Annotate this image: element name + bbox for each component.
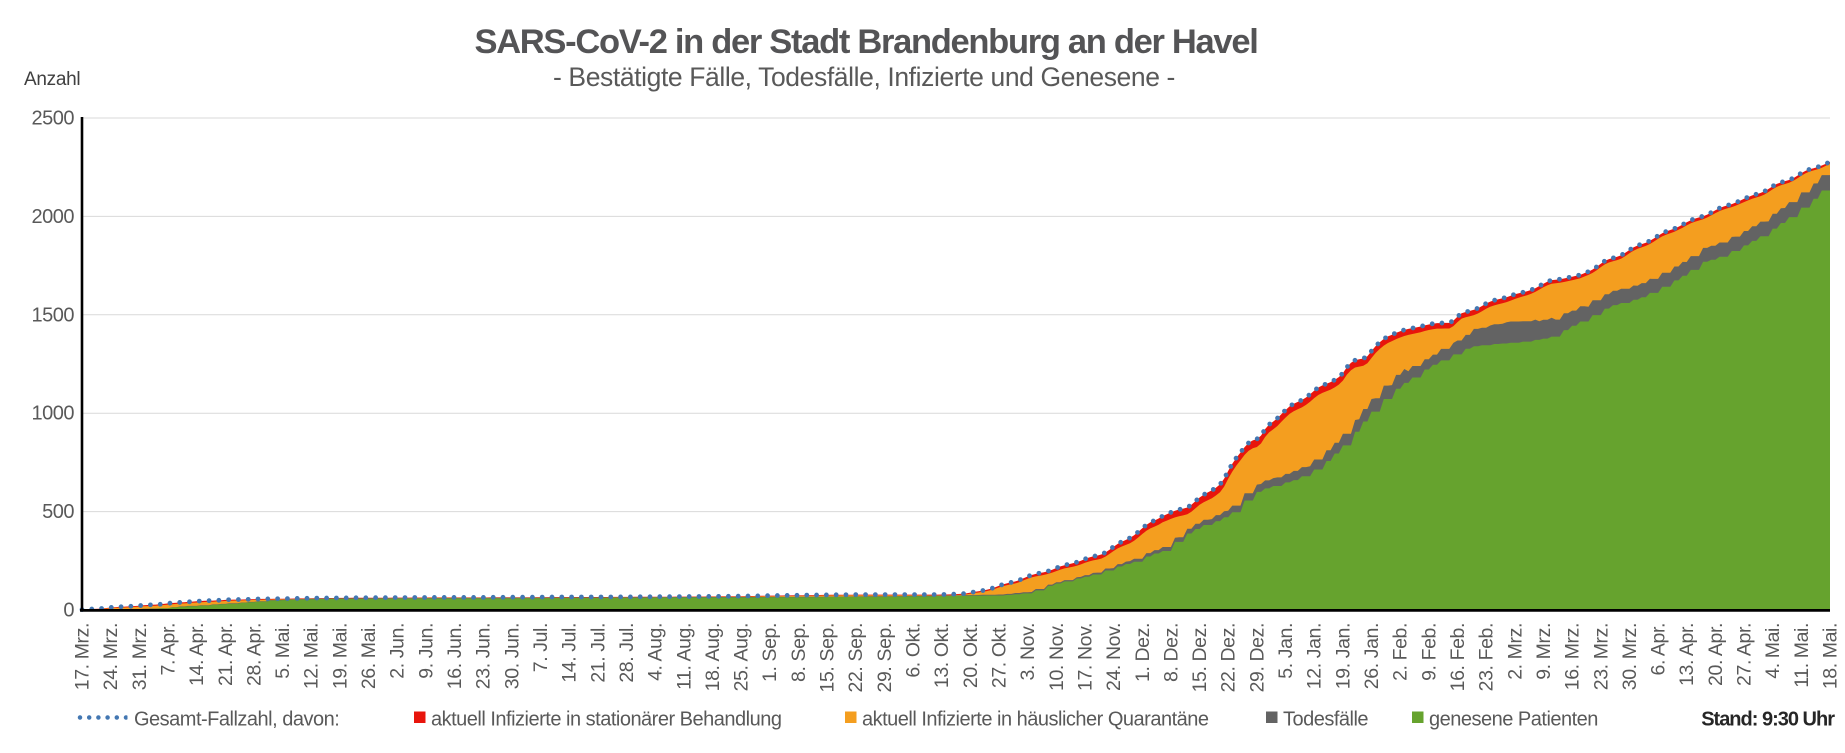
svg-text:10. Nov.: 10. Nov. xyxy=(1046,623,1068,691)
svg-text:14. Apr.: 14. Apr. xyxy=(186,623,208,686)
svg-text:2. Feb.: 2. Feb. xyxy=(1390,623,1412,681)
svg-text:3. Nov.: 3. Nov. xyxy=(1017,623,1039,681)
svg-text:11. Aug.: 11. Aug. xyxy=(673,623,695,690)
svg-text:20. Okt.: 20. Okt. xyxy=(960,623,982,688)
svg-text:5. Mai.: 5. Mai. xyxy=(272,623,294,679)
svg-text:15. Dez.: 15. Dez. xyxy=(1189,623,1211,692)
svg-text:28. Apr.: 28. Apr. xyxy=(243,623,265,686)
svg-text:9. Mrz.: 9. Mrz. xyxy=(1533,623,1555,680)
svg-text:8. Sep.: 8. Sep. xyxy=(788,623,810,682)
svg-text:SARS-CoV-2 in der Stadt Brande: SARS-CoV-2 in der Stadt Brandenburg an d… xyxy=(474,23,1257,61)
svg-text:7. Apr.: 7. Apr. xyxy=(158,623,180,676)
svg-text:16. Jun.: 16. Jun. xyxy=(444,623,466,689)
svg-text:2000: 2000 xyxy=(32,206,75,228)
svg-text:16. Feb.: 16. Feb. xyxy=(1447,623,1469,691)
svg-text:30. Jun.: 30. Jun. xyxy=(501,623,523,689)
svg-text:24. Mrz.: 24. Mrz. xyxy=(100,623,122,690)
svg-text:9. Feb.: 9. Feb. xyxy=(1418,623,1440,681)
svg-text:6. Apr.: 6. Apr. xyxy=(1648,623,1670,676)
svg-text:1000: 1000 xyxy=(32,403,75,425)
svg-text:12. Mai.: 12. Mai. xyxy=(301,623,323,689)
svg-text:1. Sep.: 1. Sep. xyxy=(759,623,781,682)
svg-text:7. Jul.: 7. Jul. xyxy=(530,623,552,672)
svg-text:6. Okt.: 6. Okt. xyxy=(903,623,925,678)
svg-text:1. Dez.: 1. Dez. xyxy=(1132,623,1154,682)
svg-text:0: 0 xyxy=(63,600,74,622)
svg-text:2. Mrz.: 2. Mrz. xyxy=(1504,623,1526,680)
svg-text:9. Jun.: 9. Jun. xyxy=(415,623,437,679)
svg-text:27. Apr.: 27. Apr. xyxy=(1734,623,1756,686)
svg-text:aktuell Infizierte in häuslich: aktuell Infizierte in häuslicher Quarant… xyxy=(862,709,1209,731)
svg-text:22. Dez.: 22. Dez. xyxy=(1218,623,1240,692)
svg-text:8. Dez.: 8. Dez. xyxy=(1160,623,1182,682)
svg-text:30. Mrz.: 30. Mrz. xyxy=(1619,623,1641,690)
svg-text:18. Aug.: 18. Aug. xyxy=(702,623,724,691)
svg-text:23. Jun.: 23. Jun. xyxy=(473,623,495,689)
svg-text:29. Sep.: 29. Sep. xyxy=(874,623,896,692)
svg-text:31. Mrz.: 31. Mrz. xyxy=(129,623,151,690)
svg-text:14. Jul.: 14. Jul. xyxy=(559,623,581,683)
svg-text:19. Jan.: 19. Jan. xyxy=(1332,623,1354,689)
svg-text:29. Dez.: 29. Dez. xyxy=(1246,623,1268,692)
svg-text:13. Okt.: 13. Okt. xyxy=(931,623,953,688)
svg-text:16. Mrz.: 16. Mrz. xyxy=(1562,623,1584,690)
svg-text:23. Mrz.: 23. Mrz. xyxy=(1590,623,1612,690)
svg-text:genesene Patienten: genesene Patienten xyxy=(1429,709,1598,731)
svg-text:500: 500 xyxy=(42,501,74,523)
svg-text:Stand: 9:30 Uhr: Stand: 9:30 Uhr xyxy=(1701,709,1835,731)
svg-text:19. Mai.: 19. Mai. xyxy=(329,623,351,689)
svg-text:23. Feb.: 23. Feb. xyxy=(1476,623,1498,691)
svg-text:2500: 2500 xyxy=(32,108,75,130)
svg-text:13. Apr.: 13. Apr. xyxy=(1676,623,1698,686)
svg-text:17. Mrz.: 17. Mrz. xyxy=(72,623,94,690)
svg-text:21. Apr.: 21. Apr. xyxy=(215,623,237,686)
svg-text:2. Jun.: 2. Jun. xyxy=(387,623,409,679)
svg-text:26. Mai.: 26. Mai. xyxy=(358,623,380,689)
svg-text:4. Mai.: 4. Mai. xyxy=(1762,623,1784,679)
svg-text:5. Jan.: 5. Jan. xyxy=(1275,623,1297,679)
svg-text:Gesamt-Fallzahl, davon:: Gesamt-Fallzahl, davon: xyxy=(134,709,339,731)
svg-text:26. Jan.: 26. Jan. xyxy=(1361,623,1383,689)
svg-text:28. Jul.: 28. Jul. xyxy=(616,623,638,683)
svg-text:22. Sep.: 22. Sep. xyxy=(845,623,867,692)
svg-text:25. Aug.: 25. Aug. xyxy=(731,623,753,691)
svg-text:- Bestätigte Fälle, Todesfälle: - Bestätigte Fälle, Todesfälle, Infizier… xyxy=(553,62,1175,92)
svg-text:18. Mai.: 18. Mai. xyxy=(1820,623,1842,689)
svg-text:1500: 1500 xyxy=(32,304,75,326)
svg-text:Todesfälle: Todesfälle xyxy=(1283,709,1368,731)
svg-text:12. Jan.: 12. Jan. xyxy=(1304,623,1326,689)
svg-text:aktuell Infizierte in stationä: aktuell Infizierte in stationärer Behand… xyxy=(431,709,781,731)
svg-text:17. Nov.: 17. Nov. xyxy=(1075,623,1097,691)
svg-text:24. Nov.: 24. Nov. xyxy=(1103,623,1125,691)
svg-text:4. Aug.: 4. Aug. xyxy=(645,623,667,681)
svg-text:11. Mai.: 11. Mai. xyxy=(1791,623,1813,688)
svg-text:21. Jul.: 21. Jul. xyxy=(587,623,609,683)
svg-text:27. Okt.: 27. Okt. xyxy=(989,623,1011,688)
svg-text:Anzahl: Anzahl xyxy=(24,69,80,90)
svg-text:20. Apr.: 20. Apr. xyxy=(1705,623,1727,686)
svg-text:15. Sep.: 15. Sep. xyxy=(817,623,839,692)
